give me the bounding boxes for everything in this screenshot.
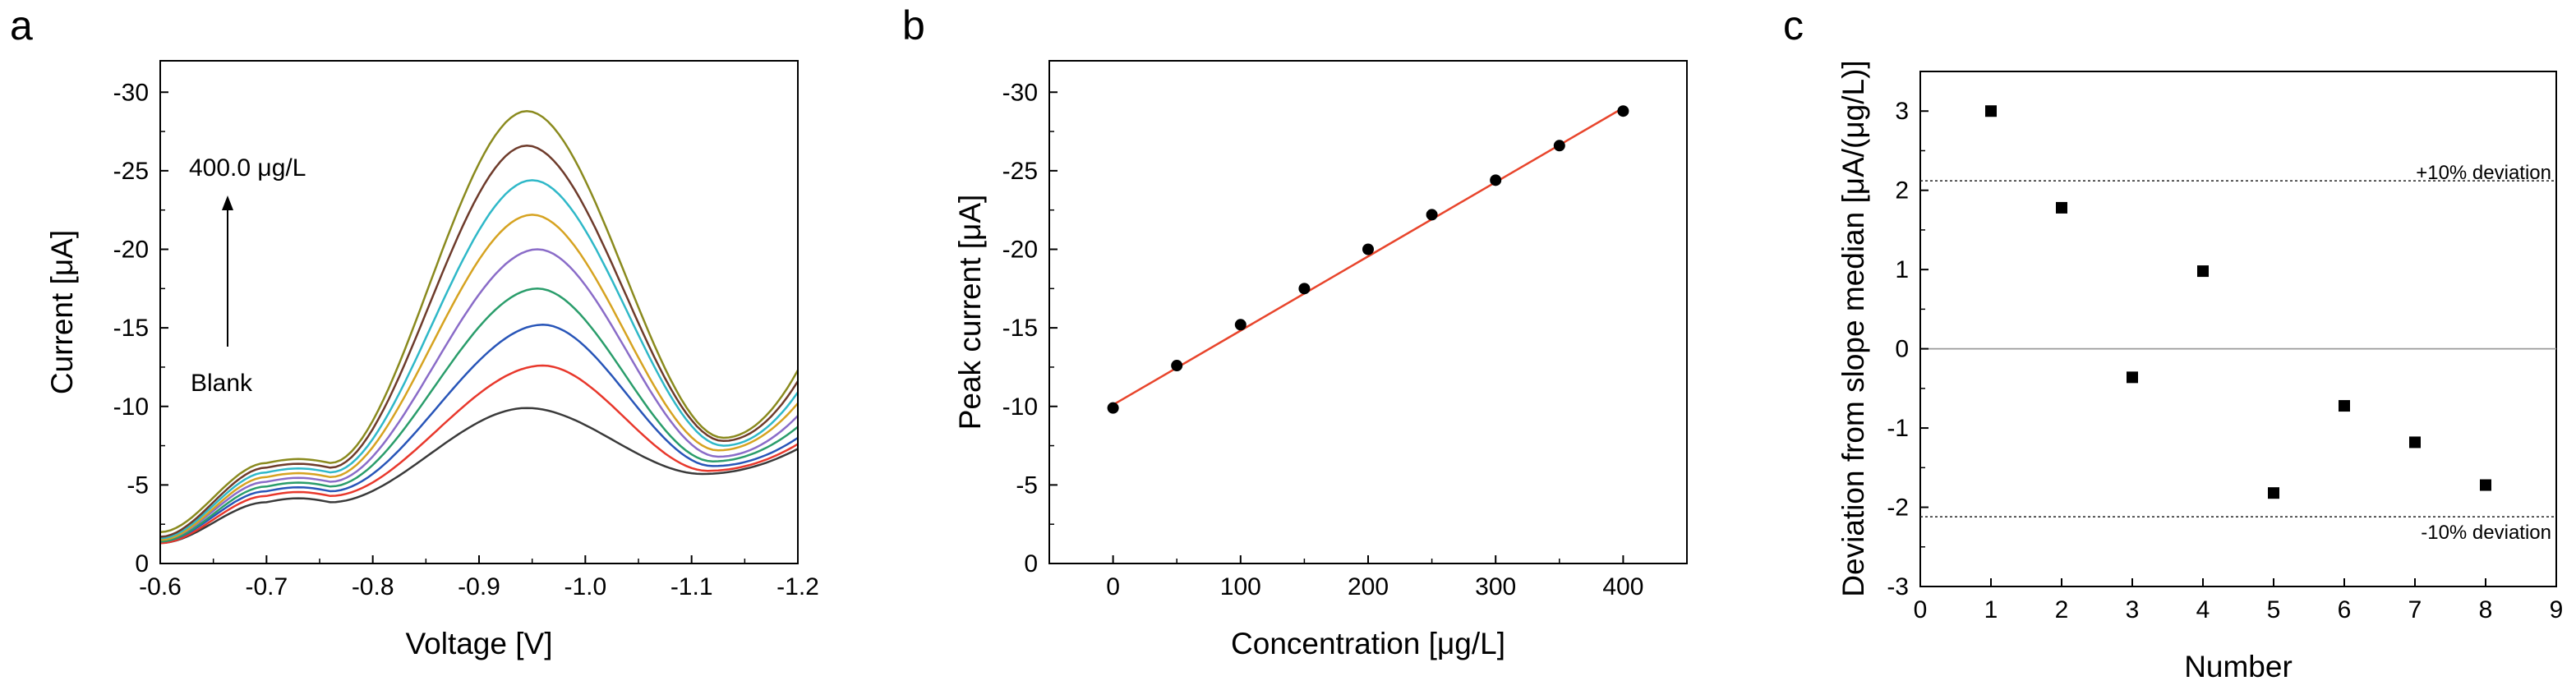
chart-b-ytick-label: 0 (1024, 550, 1038, 577)
chart-b-xtick-label: 400 (1602, 573, 1643, 600)
chart-c-point (2339, 400, 2350, 412)
chart-b-point (1234, 319, 1247, 331)
chart-a: -0.6 -0.7 -0.8 -0.9 -1.0 -1.1 -1.2 0 -5 -10 -15 -20… (45, 60, 819, 660)
chart-b-point (1426, 209, 1438, 221)
chart-c-point (1985, 105, 1997, 117)
chart-b: 0 100 200 300 400 0 -5 -10 -15 -20 -25 -30 Concentr… (953, 60, 1688, 660)
chart-c-xtick-label: 4 (2196, 596, 2210, 623)
chart-c-reference-lines (1920, 180, 2556, 518)
chart-b-point (1107, 402, 1119, 414)
chart-b-ytick-label: -25 (1002, 158, 1038, 185)
chart-a-ytick-label: -15 (113, 315, 149, 342)
chart-b-point (1362, 243, 1374, 255)
chart-c-frame (1919, 71, 2557, 587)
chart-b-xtick-label: 100 (1220, 573, 1261, 600)
chart-c-point (2480, 479, 2491, 491)
chart-a-ytick-label: -25 (113, 158, 149, 185)
chart-b-point (1171, 360, 1183, 372)
panel-letter-b: b (902, 2, 925, 48)
chart-b-ticks: 0 100 200 300 400 0 -5 -10 -15 -20 -25 -30 (1002, 79, 1644, 600)
chart-b-ytick-label: -15 (1002, 315, 1038, 342)
chart-a-series-line (159, 407, 799, 545)
chart-c-point (2268, 487, 2279, 499)
chart-a-ylabel: Current [μA] (45, 230, 79, 394)
chart-c: 0 1 2 3 4 5 6 7 8 9 -3 -2 -1 0 1 2 3 Number Deviation fr… (1836, 60, 2563, 683)
chart-b-ylabel: Peak current [μA] (953, 195, 987, 430)
panel-letter-a: a (10, 2, 33, 48)
chart-b-xtick-label: 0 (1106, 573, 1120, 600)
chart-b-ytick-label: -10 (1002, 393, 1038, 421)
chart-a-xtick-label: -0.9 (458, 573, 500, 600)
chart-b-ytick-label: -20 (1002, 237, 1038, 264)
chart-c-xtick-label: 9 (2550, 596, 2564, 623)
panel-letter-c: c (1783, 2, 1804, 48)
chart-c-xtick-label: 3 (2126, 596, 2140, 623)
chart-c-xtick-label: 7 (2408, 596, 2422, 623)
chart-a-series-line (159, 364, 799, 545)
chart-b-frame (1048, 60, 1688, 564)
chart-b-points (1107, 105, 1629, 414)
chart-c-ytick-label: -3 (1887, 573, 1909, 600)
chart-c-xtick-label: 8 (2479, 596, 2493, 623)
chart-a-series-line (159, 288, 799, 543)
chart-b-point (1553, 140, 1565, 152)
chart-c-ref-label-plus: +10% deviation (2416, 162, 2551, 184)
chart-a-xtick-label: -0.6 (139, 573, 182, 600)
chart-a-series-line (159, 145, 800, 538)
chart-c-point (2056, 201, 2067, 214)
chart-b-point (1298, 283, 1311, 295)
chart-a-curves (159, 109, 800, 545)
chart-c-xlabel: Number (2184, 650, 2293, 683)
chart-c-xtick-label: 0 (1914, 596, 1928, 623)
chart-a-ytick-label: -30 (113, 79, 149, 106)
chart-c-ticks: 0 1 2 3 4 5 6 7 8 9 -3 -2 -1 0 1 2 3 (1887, 98, 2563, 623)
chart-a-ytick-label: -5 (127, 472, 149, 499)
chart-b-xlabel: Concentration [μg/L] (1231, 627, 1505, 660)
chart-c-ytick-label: 3 (1895, 98, 1909, 125)
chart-c-ytick-label: 0 (1895, 336, 1909, 363)
chart-c-ytick-label: 2 (1895, 177, 1909, 205)
chart-c-point (2127, 371, 2138, 384)
chart-c-xtick-label: 1 (1984, 596, 1998, 623)
chart-a-ytick-label: -20 (113, 237, 149, 264)
chart-a-series-line (159, 214, 799, 541)
chart-a-series-line (159, 179, 800, 540)
chart-a-ytick-label: -10 (113, 393, 149, 421)
chart-a-xtick-label: -1.2 (776, 573, 819, 600)
chart-a-xlabel: Voltage [V] (406, 627, 553, 660)
chart-b-point (1490, 174, 1502, 186)
chart-a-arrow-head (222, 196, 233, 210)
chart-c-point (2197, 265, 2209, 278)
chart-c-xtick-label: 6 (2338, 596, 2352, 623)
chart-a-series-line (159, 248, 799, 541)
chart-a-xtick-label: -0.8 (352, 573, 394, 600)
chart-a-xtick-label: -1.1 (670, 573, 713, 600)
chart-c-ref-label-minus: -10% deviation (2421, 522, 2551, 544)
chart-b-point (1617, 105, 1629, 117)
chart-a-ticks: -0.6 -0.7 -0.8 -0.9 -1.0 -1.1 -1.2 0 -5 -10 -15 -20… (113, 79, 819, 600)
chart-a-xtick-label: -1.0 (564, 573, 606, 600)
chart-c-xtick-label: 2 (2055, 596, 2069, 623)
chart-c-point (2409, 436, 2421, 448)
chart-c-ylabel: Deviation from slope median [μA/(μg/L)] (1836, 60, 1870, 596)
chart-a-annotation-bottom: Blank (191, 370, 253, 397)
chart-c-ytick-label: 1 (1895, 256, 1909, 283)
chart-b-fit-line (1112, 107, 1624, 406)
chart-b-xtick-label: 200 (1348, 573, 1389, 600)
chart-c-ytick-label: -2 (1887, 494, 1909, 522)
chart-b-ytick-label: -30 (1002, 79, 1038, 106)
chart-b-xtick-label: 300 (1475, 573, 1516, 600)
chart-a-xtick-label: -0.7 (245, 573, 288, 600)
chart-c-ytick-label: -1 (1887, 415, 1909, 442)
chart-c-xtick-label: 5 (2267, 596, 2281, 623)
chart-a-annotation-top: 400.0 μg/L (189, 154, 306, 182)
chart-c-points (1985, 105, 2491, 499)
chart-a-series-line (159, 109, 800, 534)
chart-a-series-line (159, 324, 799, 543)
chart-b-ytick-label: -5 (1016, 472, 1038, 499)
chart-a-ytick-label: 0 (135, 550, 149, 577)
